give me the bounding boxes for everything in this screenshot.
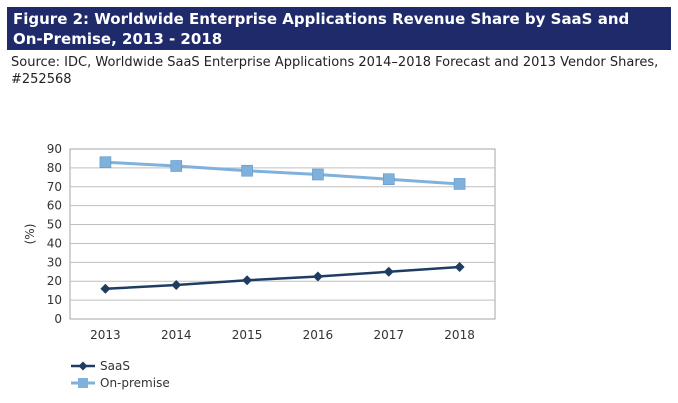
data-point-saas bbox=[454, 262, 465, 273]
legend-marker-diamond bbox=[78, 361, 88, 371]
y-tick-label: 80 bbox=[47, 161, 62, 175]
data-point-saas bbox=[312, 271, 323, 282]
gridlines bbox=[70, 167, 495, 301]
legend-marker-square bbox=[78, 378, 88, 388]
data-point-saas bbox=[171, 280, 182, 290]
data-point-on-premise bbox=[453, 178, 466, 190]
y-tick-label: 90 bbox=[47, 142, 62, 156]
series-layer bbox=[99, 156, 466, 294]
x-tick-labels: 2013 2014 2015 2016 2017 2018 bbox=[90, 328, 475, 342]
figure-title: Figure 2: Worldwide Enterprise Applicati… bbox=[7, 7, 671, 50]
legend: SaaS On-premise bbox=[71, 359, 170, 390]
series-line-on-premise bbox=[105, 160, 460, 186]
data-point-on-premise bbox=[312, 168, 324, 181]
data-point-saas bbox=[242, 275, 253, 286]
data-point-on-premise bbox=[99, 156, 112, 169]
x-tick-label: 2015 bbox=[232, 328, 263, 342]
series-line-saas bbox=[105, 265, 460, 291]
data-point-on-premise bbox=[241, 164, 253, 177]
legend-label-on-premise: On-premise bbox=[100, 376, 170, 390]
y-tick-label: 60 bbox=[47, 199, 62, 213]
data-point-on-premise bbox=[170, 160, 183, 172]
data-point-saas bbox=[100, 283, 111, 294]
x-tick-label: 2013 bbox=[90, 328, 121, 342]
y-tick-label: 50 bbox=[47, 218, 62, 232]
x-tick-label: 2016 bbox=[303, 328, 334, 342]
y-tick-label: 70 bbox=[47, 180, 62, 194]
plot-area bbox=[69, 148, 496, 320]
y-tick-label: 20 bbox=[47, 274, 62, 288]
legend-label-saas: SaaS bbox=[100, 359, 130, 373]
y-tick-label: 40 bbox=[47, 236, 62, 250]
figure-source: Source: IDC, Worldwide SaaS Enterprise A… bbox=[11, 55, 659, 87]
data-point-saas bbox=[383, 266, 394, 277]
y-tick-label: 0 bbox=[54, 312, 62, 326]
y-axis-label: (%) bbox=[23, 224, 37, 245]
y-tick-label: 10 bbox=[47, 293, 62, 307]
x-tick-label: 2014 bbox=[161, 328, 192, 342]
x-tick-label: 2017 bbox=[373, 328, 404, 342]
data-point-on-premise bbox=[382, 173, 395, 186]
y-tick-labels: 0 10 20 30 40 50 60 70 80 90 bbox=[47, 142, 62, 326]
x-tick-label: 2018 bbox=[444, 328, 475, 342]
y-tick-label: 30 bbox=[47, 255, 62, 269]
